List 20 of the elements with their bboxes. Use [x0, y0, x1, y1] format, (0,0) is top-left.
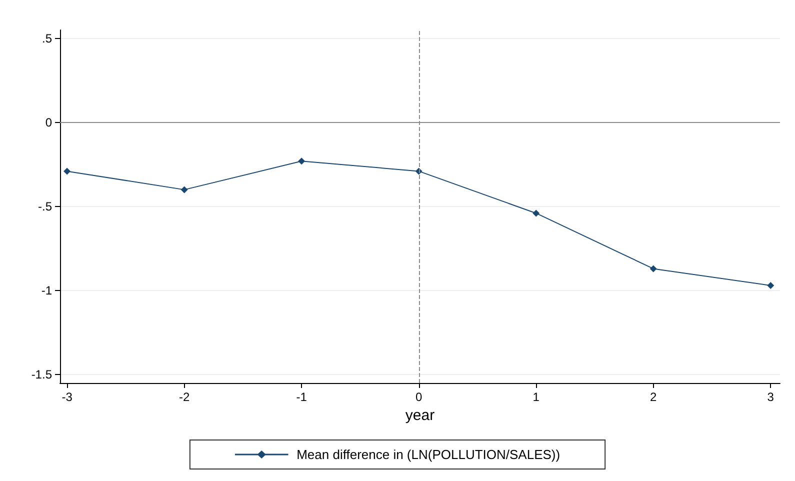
y-tick-label: 0 [45, 115, 52, 130]
point [650, 265, 657, 272]
x-tick-label: -3 [62, 390, 73, 404]
point [180, 186, 188, 194]
legend-label: Mean difference in (LN(POLLUTION/SALES)) [296, 447, 560, 462]
x-tick-label: 1 [532, 390, 540, 404]
x-tick-label: 2 [650, 390, 658, 404]
y-tick-label: .5 [42, 31, 52, 46]
y-tick-label: -1.5 [31, 368, 52, 382]
point [532, 210, 540, 217]
x-axis-title: year [405, 406, 435, 424]
point [767, 282, 774, 290]
x-tick-label: -2 [178, 390, 190, 404]
x-tick-label: -1 [296, 390, 308, 404]
point [64, 168, 71, 175]
point [298, 158, 306, 165]
x-tick-label: 0 [415, 390, 422, 404]
x-tick-label: 3 [767, 390, 774, 404]
y-tick-label: -1 [41, 284, 52, 298]
y-tick-label: -.5 [38, 200, 52, 214]
